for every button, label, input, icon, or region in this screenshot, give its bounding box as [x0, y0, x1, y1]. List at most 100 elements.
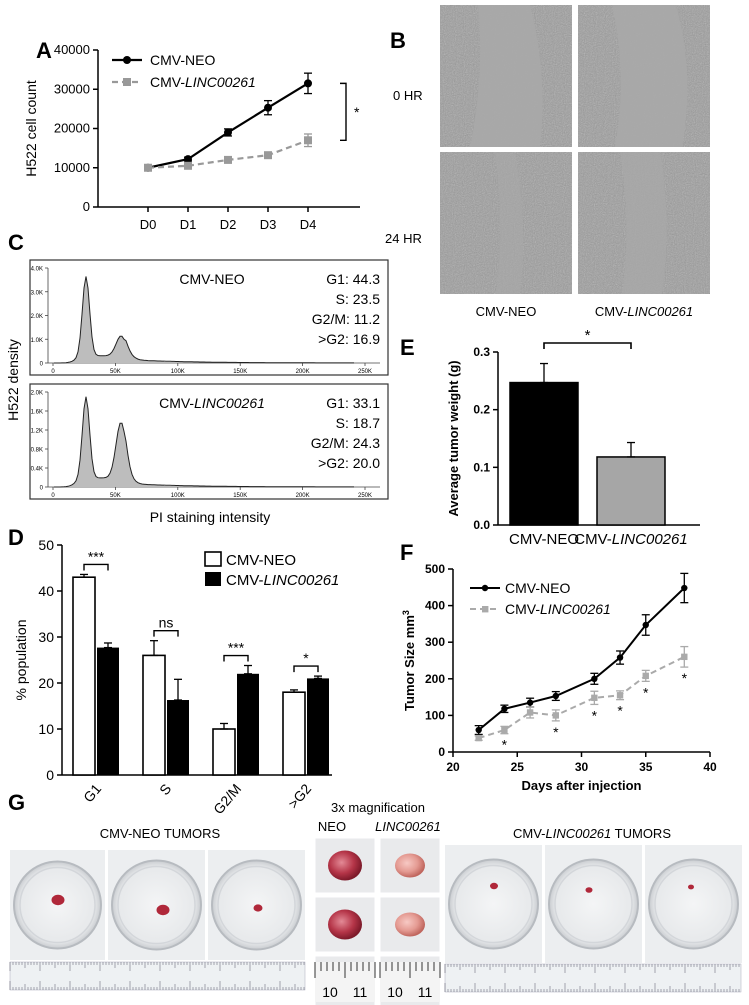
- hist-y-tick-label: 0.8K: [31, 448, 43, 454]
- significance-bracket: [293, 665, 319, 673]
- y-tick-label: 20: [38, 675, 54, 691]
- x-tick-label: CMV-LINC00261: [574, 531, 687, 548]
- panel-d-bar-chart: 0 10 20 30 40 50 % population *** G1 ns S *** G2/M * >…: [13, 537, 339, 817]
- y-tick-label: 10000: [54, 160, 90, 175]
- data-point: [552, 692, 559, 700]
- data-point: [526, 709, 534, 716]
- legend-marker-linc: [482, 606, 489, 613]
- error-bar: [244, 664, 252, 675]
- x-tick-label: D0: [140, 217, 157, 232]
- petri-dish: [548, 858, 639, 950]
- significance-bracket: [340, 82, 347, 141]
- magnified-tumor: [395, 912, 425, 937]
- dish-neo-3: [208, 850, 305, 960]
- row-label-24hr: 24 HR: [385, 231, 422, 246]
- data-point: [264, 103, 272, 112]
- legend-label-neo: CMV-NEO: [226, 552, 296, 569]
- histogram-stat: G1: 44.3: [326, 271, 380, 287]
- panel-c-cell-cycle-histograms: 0 1.0K 2.0K 3.0K 4.0K 0 50K 100K 150K 200K 250K CMV…: [5, 259, 389, 525]
- data-point: [501, 726, 508, 734]
- histogram-1: 0 0.4K 0.8K 1.2K 1.6K 2.0K 0 50K 100K 150K 200K 250…: [29, 383, 389, 500]
- magnified-tumor: [328, 850, 362, 881]
- histogram-stat: G2/M: 11.2: [312, 311, 380, 327]
- significance-bracket: [83, 563, 109, 571]
- legend-label-neo: CMV-NEO: [505, 580, 570, 596]
- y-axis-label: Average tumor weight (g): [446, 360, 461, 516]
- x-tick-label: D2: [220, 217, 237, 232]
- hist-y-tick-label: 1.2K: [31, 429, 43, 435]
- legend-label-neo: CMV-NEO: [150, 52, 215, 68]
- magnification-rulers: 10 11 10 11: [314, 962, 441, 1002]
- error-bar: [314, 675, 322, 680]
- y-tick-label: 10: [38, 721, 54, 737]
- dish-neo-2: [108, 850, 205, 960]
- petri-dish-rim: [19, 866, 96, 944]
- left-photo-title: CMV-NEO TUMORS: [100, 826, 221, 841]
- data-point: [681, 653, 688, 661]
- panel-label-a: A: [36, 38, 52, 63]
- hist-x-tick-label: 250K: [358, 369, 372, 375]
- significance-label: ns: [159, 615, 174, 631]
- histogram-stat: >G2: 20.0: [318, 455, 380, 471]
- histogram-fill: [54, 276, 164, 363]
- magnified-tumor: [395, 853, 425, 878]
- y-axis-label: Tumor Size mm3: [401, 610, 417, 711]
- x-axis-label: PI staining intensity: [150, 509, 271, 525]
- series-line-0: [147, 82, 309, 169]
- x-tick-label: D4: [300, 217, 317, 232]
- series-line-0: [478, 587, 685, 731]
- bar-linc: [97, 647, 119, 775]
- petri-dish-rim: [217, 865, 296, 945]
- bar-neo: [142, 654, 166, 776]
- data-point: [681, 584, 688, 592]
- hist-x-tick-label: 100K: [171, 369, 185, 375]
- hist-x-tick-label: 150K: [233, 493, 247, 499]
- histogram-stat: S: 18.7: [336, 415, 381, 431]
- y-tick-label: 0.3: [473, 345, 490, 359]
- magnified-tumor-neo: [314, 837, 376, 894]
- hist-y-tick-label: 0: [40, 362, 44, 368]
- dish-linc-2: [545, 845, 642, 963]
- significance-star: *: [617, 703, 623, 719]
- data-point: [475, 726, 482, 734]
- hist-x-tick-label: 250K: [358, 493, 372, 499]
- y-tick-label: 100: [425, 708, 445, 722]
- x-tick-label: 40: [703, 760, 717, 774]
- petri-dish-rim: [654, 864, 733, 944]
- histogram-stat: G1: 33.1: [326, 395, 380, 411]
- histogram-title: CMV-LINC00261: [159, 395, 265, 411]
- petri-dish-rim: [117, 865, 196, 945]
- hist-y-tick-label: 4.0K: [31, 267, 43, 273]
- hist-y-tick-label: 0.4K: [31, 467, 43, 473]
- hist-x-tick-label: 0: [51, 369, 55, 375]
- y-tick-label: 0: [438, 745, 445, 759]
- data-point: [264, 151, 272, 160]
- bar-linc: [167, 700, 189, 775]
- hist-y-tick-label: 3.0K: [31, 290, 43, 296]
- tumor: [51, 894, 65, 906]
- histogram-fill: [54, 396, 164, 487]
- bar-linc: [237, 673, 259, 775]
- row-label-0hr: 0 HR: [393, 88, 423, 103]
- histogram-title: CMV-NEO: [179, 271, 244, 287]
- y-tick-label: 30000: [54, 81, 90, 96]
- x-tick-label: G2/M: [210, 781, 244, 818]
- tumor: [490, 882, 498, 890]
- y-tick-label: 300: [425, 635, 445, 649]
- panel-label-b: B: [390, 28, 406, 53]
- petri-dish: [448, 858, 539, 950]
- x-tick-label: 20: [446, 760, 460, 774]
- bar-linc: [307, 678, 329, 775]
- y-tick-label: 40: [38, 583, 54, 599]
- petri-dish-rim: [454, 864, 533, 944]
- magnified-tumor-linc: [379, 896, 441, 953]
- histogram-0: 0 1.0K 2.0K 3.0K 4.0K 0 50K 100K 150K 200K 250K CMV…: [29, 259, 389, 376]
- hist-y-tick-label: 1.6K: [31, 410, 43, 416]
- error-bar: [174, 678, 182, 701]
- data-point: [552, 712, 559, 719]
- magnified-tumor-linc: [379, 837, 441, 894]
- x-tick-label: CMV-NEO: [509, 531, 579, 548]
- y-tick-label: 0: [46, 767, 54, 783]
- hist-x-tick-label: 200K: [296, 493, 310, 499]
- legend: CMV-NEO CMV-LINC00261: [204, 551, 339, 589]
